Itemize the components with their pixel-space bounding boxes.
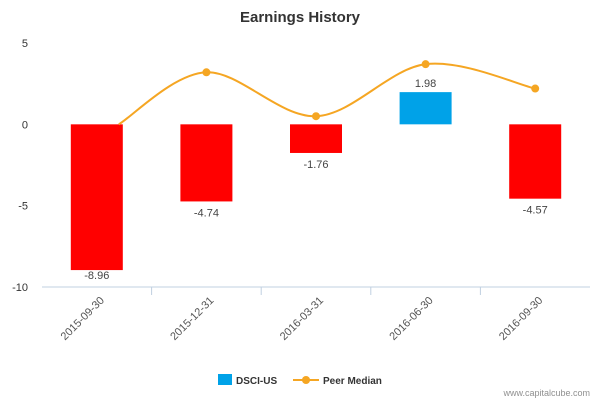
peer-median-series xyxy=(118,60,540,126)
x-tick-label: 2016-03-31 xyxy=(278,295,326,343)
x-tick-label: 2016-06-30 xyxy=(387,295,435,343)
peer-median-point[interactable] xyxy=(531,84,540,93)
credit-text: www.capitalcube.com xyxy=(502,388,590,398)
y-tick-label: -10 xyxy=(12,282,28,294)
legend-swatch-peer-marker xyxy=(302,376,310,384)
bar[interactable] xyxy=(290,124,342,153)
y-tick-label: 0 xyxy=(22,119,28,131)
bar-data-label: 1.98 xyxy=(415,78,436,90)
legend-item-peer-median[interactable]: Peer Median xyxy=(293,376,382,387)
bar-data-label: -1.76 xyxy=(303,159,328,171)
y-tick-label: 5 xyxy=(22,38,28,50)
bar-series xyxy=(70,92,562,271)
bar-data-labels: -8.96 -4.74 -1.76 1.98 -4.57 xyxy=(84,78,547,282)
peer-median-line xyxy=(118,62,536,126)
peer-median-point[interactable] xyxy=(312,112,320,121)
legend-swatch-dsci xyxy=(218,374,232,385)
y-tick-label: -5 xyxy=(18,201,28,213)
peer-median-point[interactable] xyxy=(202,68,211,77)
x-axis: 2015-09-30 2015-12-31 2016-03-31 2016-06-30… xyxy=(59,287,545,343)
legend-label-peer-median: Peer Median xyxy=(323,376,382,387)
bar[interactable] xyxy=(399,92,452,125)
bar-data-label: -8.96 xyxy=(84,270,109,282)
x-tick-label: 2016-09-30 xyxy=(497,295,545,343)
x-tick-label: 2015-09-30 xyxy=(59,295,107,343)
y-axis: 5 0 -5 -10 xyxy=(12,38,28,294)
bar-data-label: -4.74 xyxy=(194,207,219,219)
chart-title: Earnings History xyxy=(240,9,361,26)
legend[interactable]: DSCI-US Peer Median xyxy=(218,374,382,387)
bar-data-label: -4.57 xyxy=(523,205,548,217)
legend-label-dsci: DSCI-US xyxy=(236,376,277,387)
bar[interactable] xyxy=(180,124,233,202)
peer-median-point[interactable] xyxy=(421,60,430,69)
bar[interactable] xyxy=(70,124,123,271)
x-tick-label: 2015-12-31 xyxy=(168,295,216,343)
legend-item-dsci[interactable]: DSCI-US xyxy=(218,374,277,387)
bar[interactable] xyxy=(509,124,562,199)
